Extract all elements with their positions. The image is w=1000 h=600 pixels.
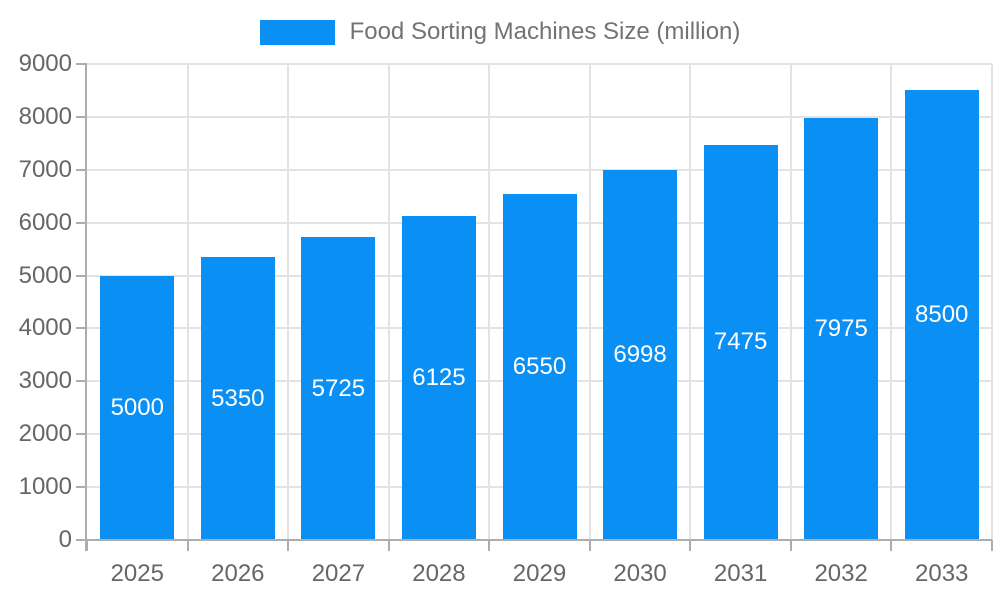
bar-value-label: 5350: [211, 384, 265, 412]
bar-value-label: 6998: [613, 340, 667, 368]
y-axis-tick-label: 5000: [18, 261, 72, 289]
x-axis-tick: [890, 540, 893, 551]
y-axis-tick: [76, 274, 87, 277]
x-gridline: [387, 64, 390, 540]
bar[interactable]: [301, 237, 376, 540]
x-axis-tick: [287, 540, 290, 551]
y-axis-line: [85, 64, 87, 551]
y-axis-tick: [76, 433, 87, 436]
x-axis-tick: [588, 540, 591, 551]
bar[interactable]: [401, 216, 476, 540]
y-axis-tick: [76, 63, 87, 65]
x-gridline: [689, 64, 692, 540]
bar-value-label: 5725: [311, 374, 366, 402]
y-axis-tick-label: 8000: [18, 102, 72, 130]
x-axis-tick: [387, 540, 390, 551]
x-axis-tick-label: 2029: [512, 560, 567, 587]
y-axis-tick: [76, 221, 87, 224]
y-axis-tick-label: 0: [58, 526, 72, 553]
x-axis-tick: [186, 540, 189, 551]
bar[interactable]: [703, 144, 778, 540]
x-axis-tick-label: 2033: [915, 560, 969, 587]
x-axis-tick: [86, 540, 88, 551]
y-axis-tick-label: 6000: [18, 208, 72, 236]
y-axis-tick: [76, 380, 87, 383]
x-axis-tick-label: 2030: [613, 560, 667, 587]
bar-value-label: 6125: [412, 364, 466, 392]
y-gridline: [87, 63, 992, 65]
y-axis-tick-label: 2000: [18, 420, 72, 448]
bar-value-label: 8500: [915, 301, 969, 329]
y-axis-tick-label: 7000: [18, 155, 72, 183]
bar[interactable]: [804, 118, 879, 540]
x-gridline: [789, 64, 792, 540]
x-gridline: [588, 64, 591, 540]
x-axis-tick-label: 2028: [412, 560, 466, 587]
bar[interactable]: [502, 193, 577, 540]
y-gridline: [87, 168, 992, 171]
y-axis-tick: [76, 168, 87, 171]
y-axis-tick: [76, 115, 87, 118]
legend-color-swatch: [259, 19, 335, 45]
y-axis-tick-label: 9000: [18, 50, 72, 77]
x-axis-tick: [789, 540, 792, 551]
y-axis-tick: [76, 327, 87, 330]
bar-value-label: 7475: [713, 328, 768, 356]
x-axis-line: [76, 539, 992, 541]
x-axis-tick-label: 2032: [814, 560, 868, 587]
x-axis-tick: [991, 540, 993, 551]
bar[interactable]: [200, 257, 275, 540]
y-axis-tick-label: 3000: [18, 367, 72, 395]
x-gridline: [488, 64, 491, 540]
x-gridline: [890, 64, 893, 540]
y-axis-tick-label: 1000: [18, 473, 72, 501]
y-axis-tick: [76, 486, 87, 489]
bar[interactable]: [904, 90, 979, 540]
bar[interactable]: [603, 169, 678, 540]
x-axis-tick: [689, 540, 692, 551]
x-axis-tick: [488, 540, 491, 551]
bar[interactable]: [100, 275, 175, 540]
x-axis-tick-label: 2026: [211, 560, 265, 587]
legend-label: Food Sorting Machines Size (million): [349, 18, 741, 45]
x-axis-tick-label: 2025: [110, 560, 164, 587]
x-gridline: [287, 64, 290, 540]
x-axis-tick-label: 2027: [311, 560, 366, 587]
chart-legend[interactable]: Food Sorting Machines Size (million): [0, 18, 1000, 46]
bar-value-label: 5000: [110, 393, 164, 421]
bar-value-label: 7975: [814, 315, 868, 343]
x-axis-tick-label: 2031: [713, 560, 768, 587]
bar-value-label: 6550: [512, 352, 567, 380]
x-gridline: [991, 64, 993, 540]
y-axis-tick-label: 4000: [18, 314, 72, 342]
y-gridline: [87, 115, 992, 118]
x-gridline: [186, 64, 189, 540]
